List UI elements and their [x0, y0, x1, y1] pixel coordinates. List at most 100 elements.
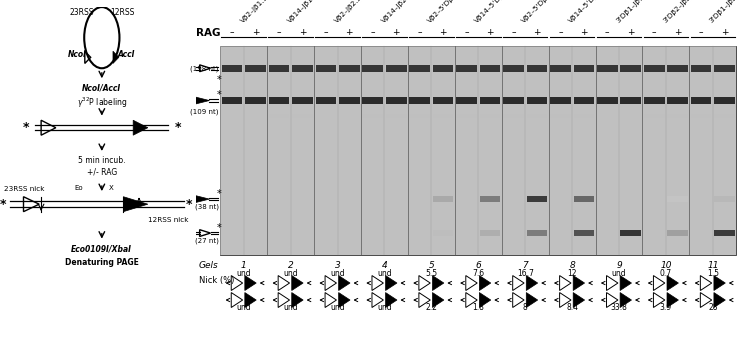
Bar [597, 97, 618, 104]
Bar [478, 46, 502, 255]
Polygon shape [245, 292, 256, 308]
Polygon shape [338, 275, 350, 291]
Text: (198 nt): (198 nt) [190, 65, 219, 72]
Bar [550, 97, 571, 104]
Polygon shape [620, 275, 632, 291]
Text: und: und [377, 303, 392, 312]
Text: +: + [346, 28, 353, 37]
Bar [714, 64, 735, 72]
Bar [621, 230, 641, 236]
Bar [573, 64, 594, 72]
Text: *: * [175, 121, 182, 134]
Bar [245, 64, 266, 72]
Polygon shape [714, 275, 725, 291]
Text: 8: 8 [522, 303, 528, 312]
Text: 2.2: 2.2 [426, 303, 437, 312]
Bar [691, 97, 712, 104]
Bar [386, 97, 406, 104]
Bar [621, 97, 641, 104]
Text: 1: 1 [241, 261, 247, 270]
Bar [384, 46, 408, 255]
Bar [292, 97, 313, 104]
Text: (38 nt): (38 nt) [194, 203, 219, 210]
Polygon shape [196, 97, 209, 104]
Bar [268, 64, 289, 72]
Text: 12RSS: 12RSS [110, 8, 134, 17]
Text: Vβ2–5'Dβ1: Vβ2–5'Dβ1 [427, 0, 460, 24]
Bar [456, 114, 477, 118]
Text: und: und [330, 303, 345, 312]
Text: 16.7: 16.7 [517, 269, 534, 278]
Bar [433, 196, 454, 202]
Text: NcoI: NcoI [68, 50, 87, 59]
Text: Vβ14–Jβ1.1: Vβ14–Jβ1.1 [287, 0, 319, 24]
Bar [268, 114, 289, 118]
Bar [268, 46, 290, 255]
Bar [644, 97, 664, 104]
Text: *: * [185, 198, 192, 211]
Text: –: – [605, 28, 610, 37]
Text: 1.8: 1.8 [472, 303, 484, 312]
Text: Vβ14–5'Dβ2: Vβ14–5'Dβ2 [568, 0, 603, 24]
Bar [667, 64, 688, 72]
Text: Vβ2–Jβ2.5: Vβ2–Jβ2.5 [333, 0, 363, 24]
Bar [409, 97, 430, 104]
Bar [433, 114, 454, 118]
Text: 23RSS: 23RSS [69, 8, 94, 17]
Polygon shape [573, 292, 585, 308]
Text: Nick (%): Nick (%) [199, 276, 234, 285]
Text: –: – [276, 28, 281, 37]
Polygon shape [432, 275, 444, 291]
Bar [362, 64, 383, 72]
Text: +/- RAG: +/- RAG [86, 167, 117, 177]
Text: 0.7: 0.7 [660, 269, 672, 278]
Bar [573, 230, 594, 236]
Bar [573, 97, 594, 104]
Bar [433, 64, 454, 72]
Bar [667, 230, 688, 236]
Bar [386, 64, 406, 72]
Bar [644, 64, 664, 72]
Text: +: + [299, 28, 306, 37]
Polygon shape [133, 120, 148, 135]
Text: +: + [252, 28, 259, 37]
Polygon shape [245, 275, 256, 291]
Bar [689, 46, 713, 255]
Text: –: – [230, 28, 234, 37]
Text: 6: 6 [475, 261, 481, 270]
Bar [621, 64, 641, 72]
Text: Eo: Eo [74, 185, 83, 191]
Polygon shape [123, 197, 148, 212]
Text: 5: 5 [429, 261, 435, 270]
Bar [386, 114, 406, 118]
Bar [432, 46, 454, 255]
Bar [503, 64, 524, 72]
Polygon shape [667, 292, 678, 308]
Bar [290, 46, 314, 255]
Bar [316, 64, 336, 72]
Text: 11: 11 [707, 261, 718, 270]
Bar [667, 97, 688, 104]
Text: X: X [109, 185, 114, 191]
Bar [503, 97, 524, 104]
Text: Gels: Gels [199, 261, 218, 270]
Bar [691, 114, 712, 118]
Text: 8.4: 8.4 [566, 303, 578, 312]
Bar [573, 114, 594, 118]
Bar [691, 64, 712, 72]
Text: 2: 2 [287, 261, 293, 270]
Text: 4: 4 [381, 261, 387, 270]
Bar [480, 196, 500, 202]
Text: –: – [464, 28, 469, 37]
Text: –: – [418, 28, 422, 37]
Bar [527, 114, 548, 118]
Text: 3: 3 [335, 261, 341, 270]
Bar [666, 46, 689, 255]
Text: 12: 12 [568, 269, 577, 278]
Text: $\gamma^{32}$P labeling: $\gamma^{32}$P labeling [77, 96, 127, 110]
Bar [220, 46, 244, 255]
Bar [292, 64, 313, 72]
Bar [409, 114, 430, 118]
Bar [244, 46, 268, 255]
Bar [222, 97, 242, 104]
